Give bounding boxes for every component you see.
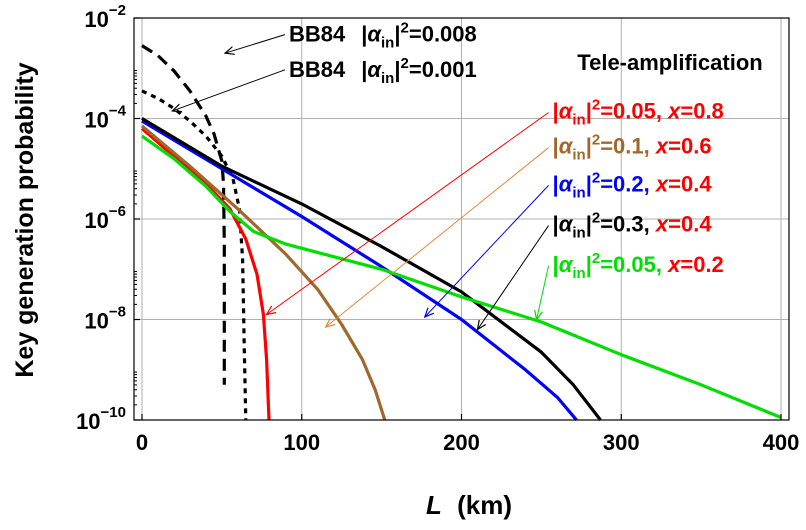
y-tick-label: 10−6 bbox=[84, 203, 126, 233]
annotation-arrow-tele_005_08 bbox=[267, 112, 549, 315]
y-axis-label: Key generation probability bbox=[11, 62, 39, 377]
x-axis-unit: (km) bbox=[457, 490, 512, 520]
y-tick-label: 10−10 bbox=[76, 404, 126, 434]
series-line-tele_005_02 bbox=[141, 134, 782, 419]
x-axis-ticks: 0 100 200 300 400 bbox=[136, 414, 800, 455]
series-line-bb84_0001 bbox=[141, 89, 248, 421]
series-line-tele_01_06 bbox=[140, 124, 387, 421]
x-axis-variable: L bbox=[426, 490, 442, 520]
x-tick-label: 200 bbox=[443, 430, 480, 455]
legend-entry-bb84_0001: BB84 |αin|2=0.001 bbox=[289, 55, 477, 87]
annotation-arrow-bb84_0001 bbox=[172, 69, 286, 111]
annotation-arrow-bb84_0008 bbox=[225, 34, 286, 54]
series-line-tele_03_04 bbox=[141, 117, 602, 421]
annotation-arrow-tele_01_06 bbox=[326, 147, 549, 327]
annotation-arrow-tele_03_04 bbox=[477, 225, 549, 330]
y-tick-label: 10−8 bbox=[84, 304, 126, 334]
legend-header: Tele-amplification bbox=[577, 50, 762, 75]
y-tick-label: 10−2 bbox=[84, 2, 126, 32]
y-axis-ticks: 10−2 10−4 10−6 10−8 10−10 bbox=[76, 2, 140, 434]
legend-entry-tele_03_04: |αin|2=0.3, x=0.4 bbox=[553, 210, 713, 242]
series-line-tele_02_04 bbox=[141, 119, 578, 422]
legend-entry-bb84_0008: BB84 |αin|2=0.008 bbox=[289, 20, 477, 52]
y-tick-label: 10−4 bbox=[84, 103, 126, 133]
series-line-tele_005_08 bbox=[140, 127, 271, 421]
annotation-arrow-tele_02_04 bbox=[425, 185, 549, 317]
annotation-arrows bbox=[172, 34, 550, 330]
x-tick-label: 400 bbox=[763, 430, 800, 455]
annotation-arrow-tele_005_02 bbox=[537, 265, 550, 320]
x-tick-label: 300 bbox=[603, 430, 640, 455]
legend-entry-tele_02_04: |αin|2=0.2, x=0.4 bbox=[553, 169, 713, 201]
legend-entry-tele_005_08: |αin|2=0.05, x=0.8 bbox=[553, 97, 724, 129]
x-axis-label: L (km) bbox=[426, 490, 512, 520]
legend-entry-tele_01_06: |αin|2=0.1, x=0.6 bbox=[553, 132, 712, 164]
series-line-bb84_0008 bbox=[141, 44, 226, 385]
x-tick-label: 0 bbox=[136, 430, 148, 455]
legend-entry-tele_005_02: |αin|2=0.05, x=0.2 bbox=[553, 250, 724, 282]
series-layer bbox=[140, 44, 782, 422]
x-tick-label: 100 bbox=[283, 430, 320, 455]
